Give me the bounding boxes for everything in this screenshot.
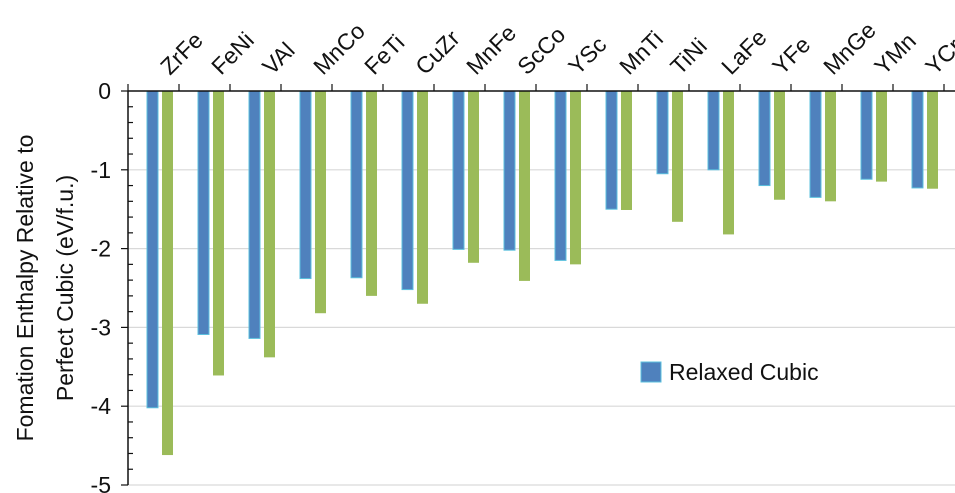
bar-series-1-zrfe (146, 90, 159, 409)
bar-series-1-mnco (299, 90, 312, 280)
y-tick-label: -5 (91, 472, 111, 493)
bar-series-1-mnti (605, 90, 618, 210)
bar-series-1-val (248, 90, 261, 339)
bar-series-2-yfe (774, 91, 785, 200)
category-label-mnge: MnGe (818, 17, 881, 80)
bar-series-2-tini (672, 91, 683, 222)
legend: Relaxed Cubic (640, 359, 819, 385)
bar-series-2-mnfe (468, 91, 479, 263)
category-label-ysc: YSc (563, 31, 611, 79)
bars (146, 90, 938, 456)
category-label-scco: ScCo (512, 21, 570, 79)
bar-series-2-mnge (825, 91, 836, 202)
bar-series-2-ysc (570, 91, 581, 265)
bar-series-1-ysc (554, 90, 567, 261)
bar-series-1-scco (503, 90, 516, 251)
bar-series-1-mnfe (452, 90, 465, 250)
bar-series-2-mnco (315, 91, 326, 314)
bar-series-2-feni (213, 91, 224, 376)
category-label-feni: FeNi (206, 27, 259, 80)
bar-series-1-yfe (758, 90, 771, 187)
category-label-cuzr: CuZr (410, 25, 465, 80)
bar-series-1-mnge (809, 90, 822, 198)
bar-series-2-ymn (876, 91, 887, 182)
category-label-tini: TiNi (665, 33, 712, 80)
bar-series-2-ycr (927, 91, 938, 189)
category-label-lafe: LaFe (716, 24, 771, 79)
y-tick-label: 0 (98, 78, 111, 104)
category-label-ycr: YCr (920, 33, 955, 80)
y-tick-label: -2 (91, 236, 111, 262)
y-tick-label: -4 (91, 393, 112, 419)
bar-series-1-lafe (707, 90, 720, 171)
category-label-yfe: YFe (767, 31, 815, 79)
bar-series-1-feti (350, 90, 363, 279)
bar-series-1-ycr (911, 90, 924, 189)
bar-series-2-zrfe (162, 91, 173, 456)
category-label-mnfe: MnFe (461, 20, 521, 80)
bar-series-1-feni (197, 90, 210, 335)
axes (121, 84, 955, 486)
bar-series-1-tini (656, 90, 669, 175)
bar-series-2-val (264, 91, 275, 358)
bar-series-1-ymn (860, 90, 873, 180)
y-tick-label: -1 (91, 157, 111, 183)
y-tick-label: -3 (91, 314, 111, 340)
y-tick-labels: 0 -1 -2 -3 -4 -5 (91, 78, 112, 493)
bar-series-2-lafe (723, 91, 734, 235)
bar-series-1-cuzr (401, 90, 414, 291)
category-label-mnti: MnTi (614, 26, 668, 80)
legend-swatch-relaxed-cubic (640, 361, 662, 383)
bar-series-2-mnti (621, 91, 632, 210)
legend-label-relaxed-cubic: Relaxed Cubic (669, 359, 819, 385)
y-axis-title-line-2: Perfect Cubic (eV/f.u.) (52, 175, 78, 401)
bar-series-2-scco (519, 91, 530, 281)
bar-series-2-cuzr (417, 91, 428, 304)
bar-series-2-feti (366, 91, 377, 296)
y-axis-title: Fomation Enthalpy Relative to Perfect Cub… (12, 135, 78, 442)
category-label-zrfe: ZrFe (155, 27, 208, 80)
category-label-mnco: MnCo (308, 18, 370, 80)
category-label-val: VAl (257, 37, 299, 79)
y-axis-title-line-1: Fomation Enthalpy Relative to (12, 135, 38, 442)
